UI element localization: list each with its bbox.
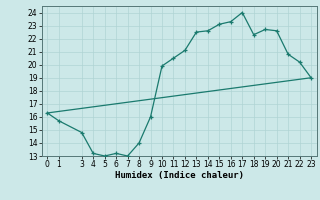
X-axis label: Humidex (Indice chaleur): Humidex (Indice chaleur) [115,171,244,180]
